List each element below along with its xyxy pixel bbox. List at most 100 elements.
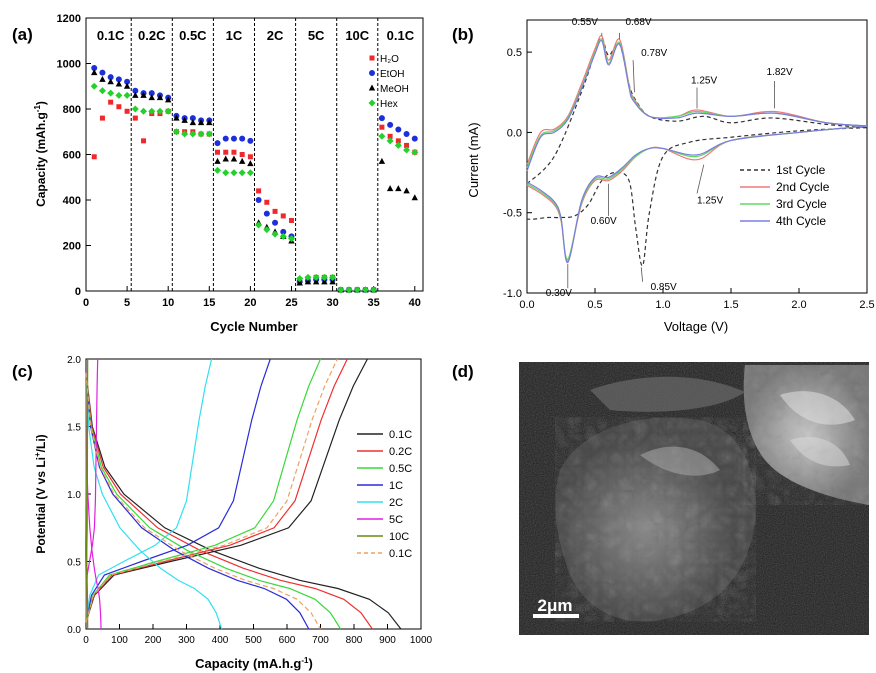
marker-triangle bbox=[107, 78, 114, 85]
marker-circle bbox=[272, 219, 279, 226]
marker-square bbox=[124, 108, 130, 114]
marker-diamond bbox=[411, 148, 419, 156]
marker-diamond bbox=[279, 232, 287, 240]
marker-triangle bbox=[164, 96, 172, 103]
marker-square bbox=[247, 154, 253, 160]
marker-circle bbox=[148, 90, 155, 97]
marker-triangle bbox=[99, 75, 106, 82]
marker-square bbox=[239, 152, 245, 157]
marker-square bbox=[256, 188, 262, 194]
legend-label: 1st Cycle bbox=[776, 163, 826, 177]
marker-diamond bbox=[222, 169, 230, 177]
marker-circle bbox=[403, 131, 410, 138]
panel-b-label: (b) bbox=[452, 25, 474, 44]
marker-diamond bbox=[320, 273, 328, 281]
panel-c-xlabel-main: Capacity (mA.h.g bbox=[195, 656, 301, 671]
marker-circle bbox=[99, 69, 106, 76]
y-tick-label: 1.5 bbox=[67, 423, 81, 434]
marker-diamond bbox=[156, 107, 164, 115]
marker-triangle bbox=[312, 278, 320, 285]
x-tick-label: 30 bbox=[326, 297, 338, 309]
marker-circle bbox=[247, 137, 254, 144]
rate-label: 0.1C bbox=[97, 28, 125, 43]
charge-curve bbox=[85, 358, 89, 623]
marker-circle bbox=[115, 76, 122, 83]
panel-c-xlabel: Capacity (mA.h.g-1) bbox=[195, 656, 313, 671]
discharge-curve bbox=[85, 372, 102, 630]
x-tick-label: 20 bbox=[244, 297, 256, 309]
panel-c-ylabel-main: Potential (V vs Li bbox=[34, 457, 48, 554]
marker-circle bbox=[255, 197, 262, 203]
legend-label: 0.2C bbox=[389, 446, 412, 458]
x-tick-label: 35 bbox=[368, 297, 380, 309]
marker-triangle bbox=[173, 114, 180, 121]
marker-diamond bbox=[131, 105, 139, 113]
marker-triangle bbox=[189, 119, 197, 126]
marker-triangle bbox=[411, 194, 418, 201]
marker-triangle bbox=[222, 155, 229, 162]
x-tick-label: 40 bbox=[409, 297, 421, 309]
discharge-curve bbox=[85, 372, 322, 630]
x-tick-label: 0.0 bbox=[519, 299, 534, 311]
scale-bar bbox=[533, 614, 579, 618]
marker-square bbox=[395, 138, 401, 144]
y-tick-label: 800 bbox=[63, 104, 81, 116]
marker-diamond bbox=[164, 107, 172, 115]
panel-a-rate-labels: 0.1C 0.2C 0.5C 1C 2C 5C 10C 0.1C bbox=[97, 28, 415, 43]
marker-triangle bbox=[329, 278, 336, 285]
x-tick-label: 1.0 bbox=[655, 299, 670, 311]
marker-triangle bbox=[386, 185, 394, 192]
marker-circle bbox=[395, 126, 402, 133]
y-tick-label: 0.0 bbox=[67, 625, 81, 636]
marker-triangle bbox=[230, 155, 238, 162]
marker-diamond bbox=[386, 137, 394, 145]
annotation-label: 1.25V bbox=[697, 195, 723, 206]
y-tick-label: 0.5 bbox=[507, 47, 522, 59]
panel-a-ylabel-main: Capacity (mAh.g bbox=[34, 112, 48, 207]
annotation-label: 1.82V bbox=[767, 67, 793, 78]
marker-square bbox=[141, 138, 147, 144]
y-tick-label: 0.0 bbox=[507, 127, 522, 139]
y-tick-label: 0.5 bbox=[67, 558, 81, 569]
marker-diamond bbox=[140, 107, 148, 115]
marker-diamond bbox=[370, 286, 378, 294]
marker-diamond bbox=[304, 273, 312, 281]
annotation-leader bbox=[640, 267, 643, 282]
marker-square bbox=[116, 104, 122, 110]
marker-circle bbox=[107, 74, 114, 81]
marker-square bbox=[288, 217, 294, 223]
charge-curve bbox=[85, 358, 338, 623]
y-tick-label: -1.0 bbox=[503, 288, 522, 300]
legend-label: 3rd Cycle bbox=[776, 197, 827, 211]
marker-triangle bbox=[206, 119, 213, 126]
discharge-curve bbox=[85, 372, 342, 630]
annotation-label: 0.85V bbox=[651, 282, 677, 293]
y-tick-label: 200 bbox=[63, 241, 81, 253]
annotation-leader bbox=[632, 60, 635, 93]
annotation-label: 1.25V bbox=[691, 75, 717, 86]
marker-triangle bbox=[321, 278, 328, 285]
charge-curve bbox=[85, 358, 348, 623]
panel-c-ylabel: Potential (V vs Li+/Li) bbox=[33, 434, 48, 553]
panel-c-frame bbox=[85, 358, 422, 630]
marker-diamond bbox=[337, 286, 345, 294]
cv-curve-anodic bbox=[526, 37, 868, 185]
panel-c-curves bbox=[85, 358, 402, 630]
x-tick-label: 500 bbox=[245, 635, 262, 646]
panel-c-xlabel-end: ) bbox=[308, 656, 312, 671]
annotation-leader bbox=[696, 164, 705, 194]
annotation-label: 0.78V bbox=[641, 48, 667, 59]
y-tick-label: 2.0 bbox=[67, 355, 81, 366]
marker-square bbox=[215, 149, 221, 155]
marker-circle bbox=[189, 115, 196, 122]
panel-b-ticks: 0.0 0.5 1.0 1.5 2.0 2.5 -1.0 -0.5 0.0 0.5 bbox=[503, 47, 875, 311]
marker-diamond bbox=[403, 146, 411, 154]
marker-diamond bbox=[123, 91, 131, 99]
panel-c-ylabel-end: /Li) bbox=[34, 434, 48, 452]
marker-triangle bbox=[378, 157, 386, 164]
marker-diamond bbox=[205, 130, 213, 138]
marker-square bbox=[404, 142, 410, 148]
marker-triangle bbox=[132, 91, 139, 98]
marker-diamond bbox=[148, 107, 156, 115]
legend-label: Hex bbox=[380, 99, 398, 110]
